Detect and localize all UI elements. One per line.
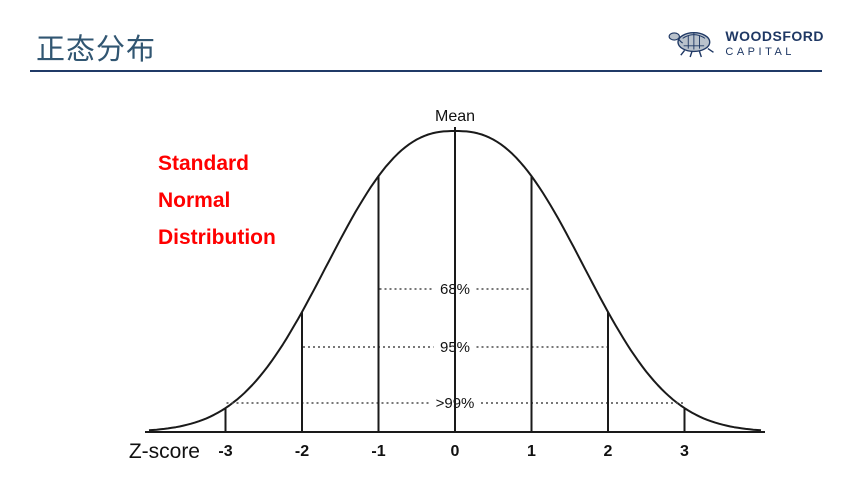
x-tick-label: -2 [295, 443, 309, 460]
logo-text: WOODSFORD CAPITAL [725, 28, 824, 59]
chart-title-line1: Standard [158, 152, 249, 175]
x-axis-label: Z-score [129, 440, 200, 463]
chart-title-line3: Distribution [158, 226, 276, 249]
turtle-logo-icon [668, 32, 715, 58]
x-tick-label: 1 [527, 443, 536, 460]
mean-label: Mean [435, 108, 475, 125]
x-tick-label: -3 [218, 443, 232, 460]
logo-company-name: WOODSFORD [725, 27, 824, 44]
x-tick-label: -1 [371, 443, 385, 460]
logo-company-subtitle: CAPITAL [725, 45, 795, 58]
company-logo: WOODSFORD CAPITAL [664, 24, 824, 62]
header-divider [30, 70, 822, 72]
chart-title-line2: Normal [158, 189, 230, 212]
distribution-chart: Mean Standard Normal Distribution Z-scor… [129, 108, 765, 463]
x-tick-label: 0 [451, 443, 460, 460]
page-title: 正态分布 [36, 34, 157, 66]
x-tick-label: 2 [604, 443, 613, 460]
x-tick-label: 3 [680, 443, 689, 460]
